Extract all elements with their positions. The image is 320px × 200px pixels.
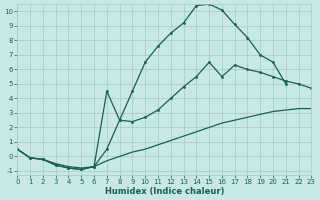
X-axis label: Humidex (Indice chaleur): Humidex (Indice chaleur) [105,187,224,196]
